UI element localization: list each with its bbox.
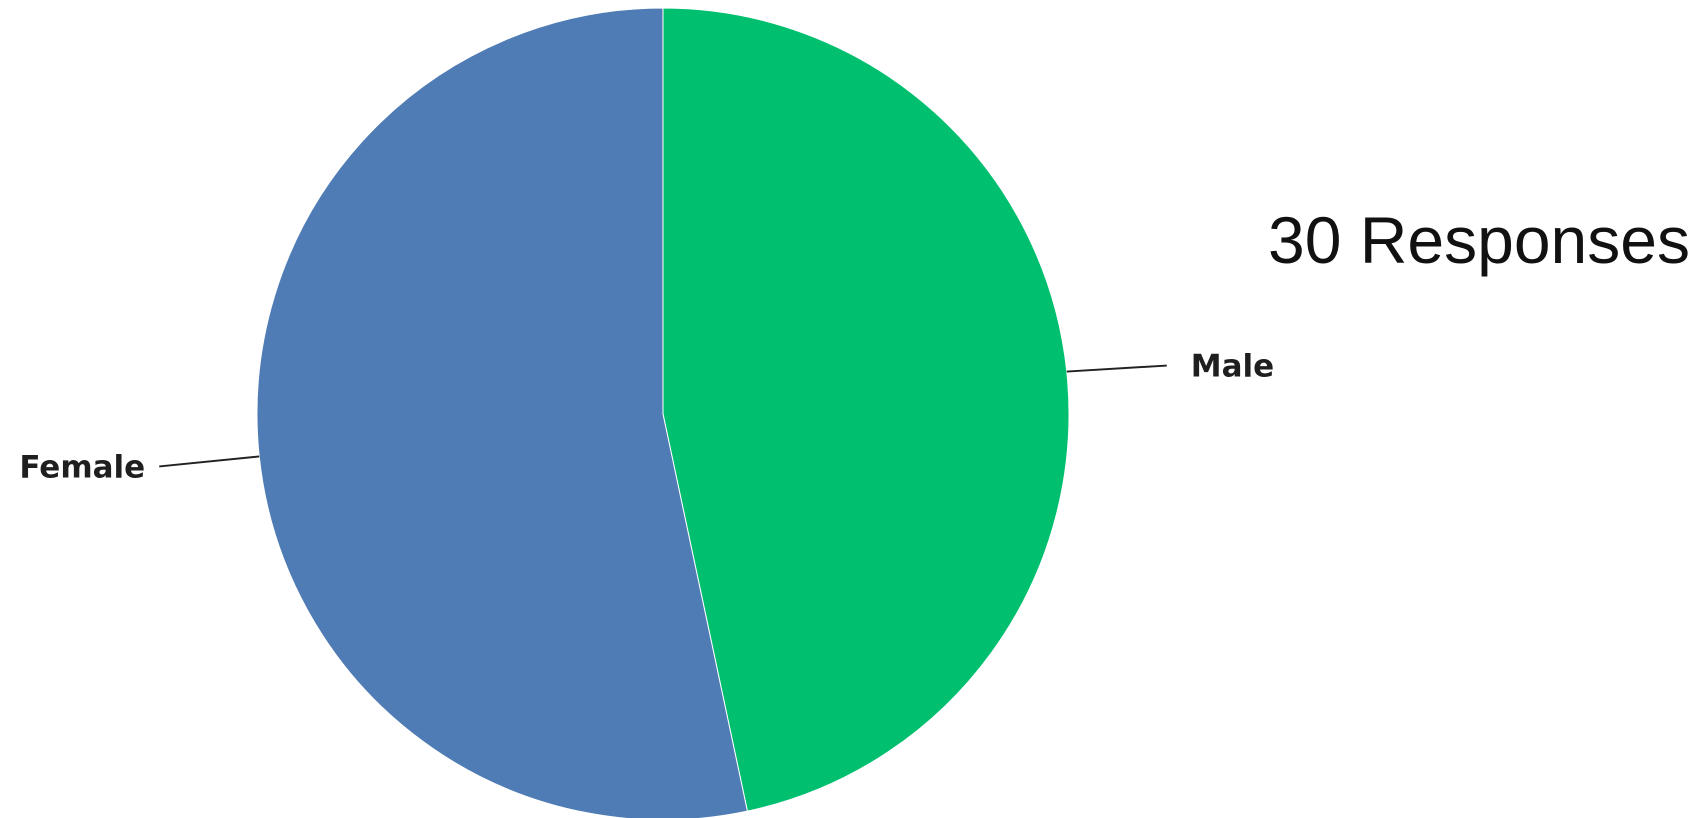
- slice-label-female: Female: [19, 449, 145, 485]
- responses-count-text: 30 Responses: [1268, 203, 1690, 277]
- slice-label-male: Male: [1191, 349, 1274, 385]
- leader-line-female: [159, 455, 260, 468]
- pie-slice-female: [256, 7, 749, 818]
- pie-slice-male: [662, 7, 1070, 812]
- leader-line-male: [1066, 364, 1167, 373]
